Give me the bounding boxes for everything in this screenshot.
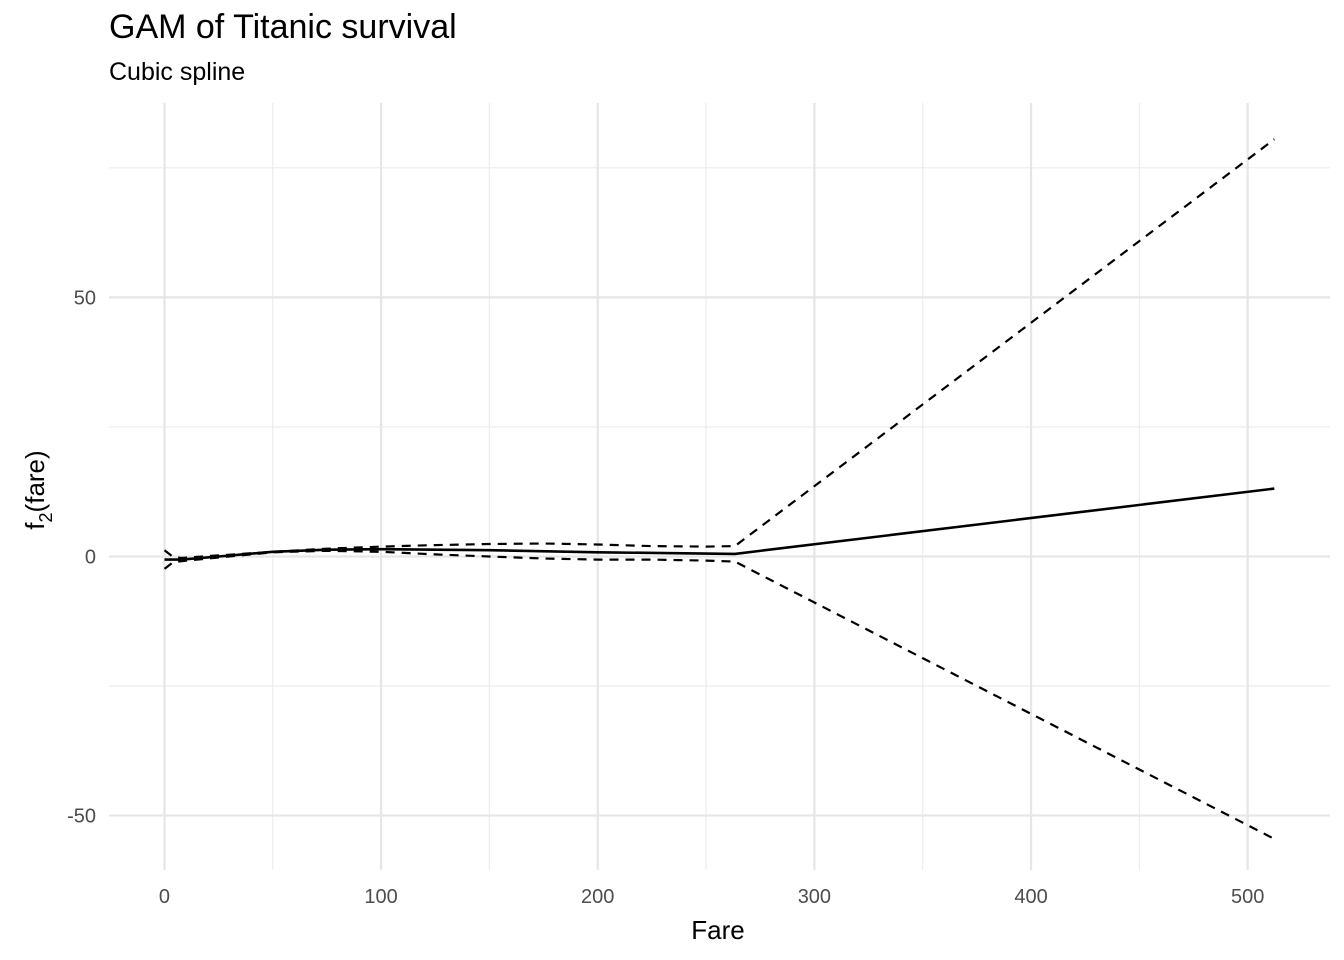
x-tick-label: 200 <box>581 886 614 908</box>
x-tick-label: 0 <box>159 886 170 908</box>
chart-title: GAM of Titanic survival <box>109 8 457 46</box>
y-tick-label: -50 <box>67 806 96 828</box>
y-axis-title-base: f <box>20 522 50 530</box>
y-axis-title-rest: (fare) <box>20 450 50 512</box>
minor-gridlines <box>109 103 1330 870</box>
y-axis-title: f2(fare) <box>20 450 56 529</box>
x-tick-label: 100 <box>364 886 397 908</box>
x-tick-label: 500 <box>1231 886 1264 908</box>
y-tick-label: 50 <box>74 287 96 309</box>
x-axis-title: Fare <box>691 915 744 945</box>
upper-bound-line <box>163 138 1275 560</box>
y-tick-label: 0 <box>85 546 96 568</box>
lower-bound-line <box>163 549 1275 840</box>
y-tick-labels: -50 0 50 <box>67 287 96 827</box>
x-tick-label: 300 <box>798 886 831 908</box>
chart-subtitle: Cubic spline <box>109 58 246 86</box>
x-tick-labels: 0 100 200 300 400 500 <box>159 886 1264 908</box>
fit-line <box>164 487 1275 561</box>
x-tick-label: 400 <box>1014 886 1047 908</box>
major-gridlines <box>109 103 1330 870</box>
series-layer <box>163 138 1275 840</box>
y-axis-title-subscript: 2 <box>36 512 56 522</box>
